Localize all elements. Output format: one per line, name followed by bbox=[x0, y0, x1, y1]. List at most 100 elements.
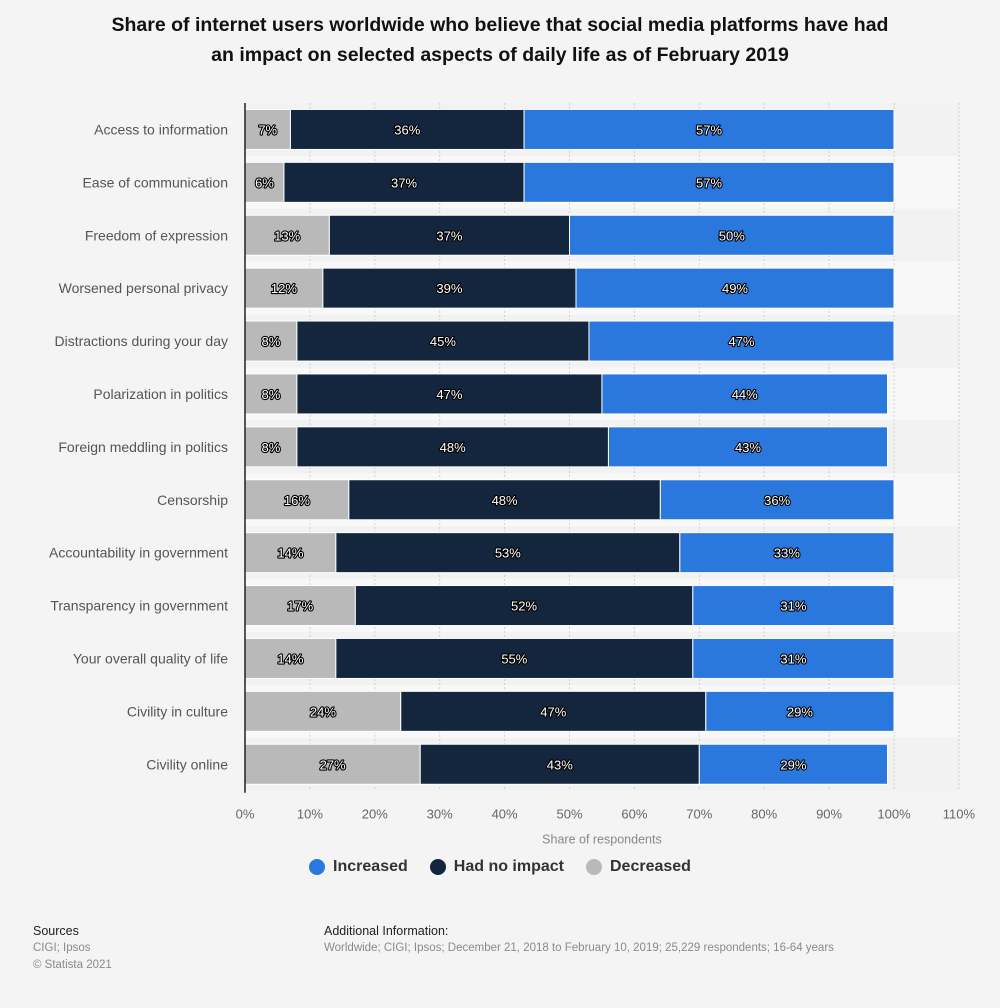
data-label: 8% bbox=[262, 440, 281, 455]
x-tick-label: 110% bbox=[943, 807, 976, 822]
chart-title-line-2: an impact on selected aspects of daily l… bbox=[211, 44, 789, 66]
bar-had-no-impact bbox=[348, 479, 661, 521]
bar-increased bbox=[698, 743, 889, 785]
data-label: 52% bbox=[511, 599, 537, 614]
additional-info-heading: Additional Information: bbox=[324, 924, 449, 938]
bar-decreased bbox=[244, 690, 402, 732]
data-label: 14% bbox=[277, 546, 303, 561]
bar-increased bbox=[588, 320, 895, 362]
data-label: 57% bbox=[696, 175, 722, 190]
bar-had-no-impact bbox=[328, 214, 570, 256]
bar-had-no-impact bbox=[296, 320, 590, 362]
data-label: 55% bbox=[501, 651, 527, 666]
copyright-text: © Statista 2021 bbox=[33, 959, 112, 971]
data-label: 31% bbox=[780, 599, 806, 614]
x-tick-label: 20% bbox=[362, 807, 388, 822]
bar-increased bbox=[679, 532, 895, 574]
data-label: 14% bbox=[277, 651, 303, 666]
legend-item-had-no-impact[interactable]: Had no impact bbox=[429, 858, 564, 876]
stacked-bar-chart: 7% 36% 57% Access to information 6% 37% 57% Eas… bbox=[49, 103, 976, 847]
bar-increased bbox=[692, 585, 895, 627]
sources-text: CIGI; Ipsos bbox=[33, 942, 91, 954]
data-label: 39% bbox=[436, 281, 462, 296]
data-label: 37% bbox=[436, 228, 462, 243]
additional-info-block: Additional Information: Worldwide; CIGI;… bbox=[324, 923, 834, 957]
data-label: 43% bbox=[735, 440, 761, 455]
data-label: 31% bbox=[780, 651, 806, 666]
x-tick-label: 90% bbox=[816, 807, 842, 822]
category-label: Distractions during your day bbox=[54, 333, 228, 349]
legend-item-decreased[interactable]: Decreased bbox=[586, 858, 691, 876]
data-label: 17% bbox=[287, 599, 313, 614]
category-label: Accountability in government bbox=[49, 545, 228, 561]
data-label: 13% bbox=[274, 228, 300, 243]
bar-had-no-impact bbox=[289, 108, 525, 150]
data-label: 16% bbox=[284, 493, 310, 508]
data-label: 43% bbox=[547, 757, 573, 772]
data-label: 47% bbox=[540, 704, 566, 719]
data-label: 8% bbox=[262, 387, 281, 402]
category-label: Foreign meddling in politics bbox=[58, 439, 228, 455]
bar-had-no-impact bbox=[419, 743, 700, 785]
category-label: Worsened personal privacy bbox=[59, 280, 228, 296]
data-label: 47% bbox=[436, 387, 462, 402]
bar-had-no-impact bbox=[296, 373, 603, 415]
bar-decreased bbox=[244, 320, 298, 362]
category-label: Access to information bbox=[94, 121, 228, 137]
bar-increased bbox=[575, 267, 895, 309]
data-label: 47% bbox=[728, 334, 754, 349]
bar-decreased bbox=[244, 637, 337, 679]
bar-increased bbox=[523, 108, 895, 150]
legend-dot-icon bbox=[429, 859, 446, 875]
data-label: 33% bbox=[774, 546, 800, 561]
data-label: 45% bbox=[430, 334, 456, 349]
bar-decreased bbox=[244, 373, 298, 415]
data-label: 12% bbox=[271, 281, 297, 296]
bar-increased bbox=[659, 479, 895, 521]
data-label: 8% bbox=[262, 334, 281, 349]
data-label: 49% bbox=[722, 281, 748, 296]
bar-had-no-impact bbox=[322, 267, 577, 309]
data-label: 29% bbox=[787, 704, 813, 719]
data-label: 7% bbox=[258, 122, 277, 137]
bar-decreased bbox=[244, 426, 298, 468]
category-label: Polarization in politics bbox=[93, 386, 228, 402]
data-label: 53% bbox=[495, 546, 521, 561]
legend-dot-icon bbox=[586, 859, 602, 875]
bar-increased bbox=[569, 214, 895, 256]
category-label: Freedom of expression bbox=[85, 227, 228, 243]
x-tick-label: 60% bbox=[621, 807, 647, 822]
x-tick-label: 40% bbox=[492, 807, 518, 822]
x-tick-label: 10% bbox=[297, 807, 323, 822]
sources-heading: Sources bbox=[33, 924, 79, 938]
x-tick-label: 100% bbox=[877, 807, 911, 822]
legend-label: Decreased bbox=[610, 858, 691, 875]
category-label: Civility in culture bbox=[127, 703, 228, 719]
bar-decreased bbox=[244, 267, 324, 309]
category-label: Ease of communication bbox=[82, 174, 228, 190]
data-label: 36% bbox=[394, 122, 420, 137]
data-label: 48% bbox=[492, 493, 518, 508]
bar-decreased bbox=[244, 585, 356, 627]
x-tick-label: 80% bbox=[751, 807, 777, 822]
data-label: 24% bbox=[310, 704, 336, 719]
data-label: 48% bbox=[440, 440, 466, 455]
legend-item-increased[interactable]: Increased bbox=[309, 858, 408, 876]
x-tick-label: 50% bbox=[556, 807, 582, 822]
bar-had-no-impact bbox=[296, 426, 609, 468]
bar-increased bbox=[692, 637, 895, 679]
x-tick-label: 30% bbox=[427, 807, 453, 822]
sources-block: Sources CIGI; Ipsos © Statista 2021 bbox=[33, 923, 112, 974]
data-label: 57% bbox=[696, 122, 722, 137]
chart-title-line-1: Share of internet users worldwide who be… bbox=[111, 14, 889, 36]
category-label: Civility online bbox=[146, 756, 228, 772]
data-label: 29% bbox=[780, 757, 806, 772]
bar-decreased bbox=[244, 161, 285, 203]
bar-increased bbox=[601, 373, 889, 415]
bar-had-no-impact bbox=[335, 637, 694, 679]
bar-had-no-impact bbox=[283, 161, 525, 203]
data-label: 44% bbox=[732, 387, 758, 402]
legend-label: Increased bbox=[333, 858, 408, 875]
legend: Increased Had no impact Decreased bbox=[0, 858, 1000, 876]
category-label: Censorship bbox=[157, 492, 228, 508]
